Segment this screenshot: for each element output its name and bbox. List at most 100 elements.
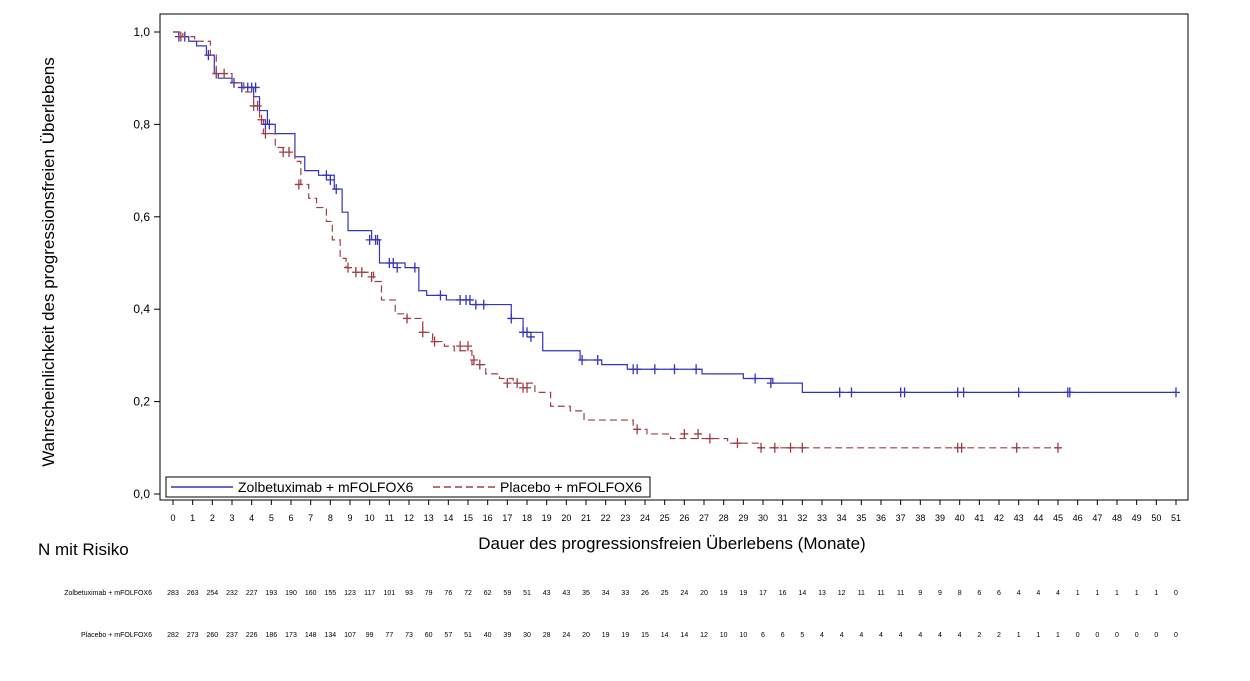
x-tick-label: 37	[896, 513, 906, 523]
risk-value: 14	[798, 590, 806, 597]
censor-mark	[367, 271, 376, 282]
x-tick-label: 1	[190, 513, 195, 523]
x-tick-label: 48	[1112, 513, 1122, 523]
x-axis: 0 1 2 3 4 5 6 7 8 9 10 11 12 13 14 15 16 17 18 19 20 21 22 23 24…	[170, 500, 1181, 523]
censor-mark	[670, 364, 679, 375]
x-tick-label: 49	[1132, 513, 1142, 523]
censor-mark	[503, 378, 512, 389]
censor-mark	[593, 355, 602, 366]
risk-value: 1	[1135, 590, 1139, 597]
risk-value: 11	[897, 590, 904, 597]
censor-mark	[251, 82, 260, 93]
risk-value: 51	[464, 632, 472, 639]
x-tick-label: 24	[640, 513, 650, 523]
risk-value: 107	[344, 632, 356, 639]
legend-label-placebo: Placebo + mFOLFOX6	[500, 479, 642, 495]
x-tick-label: 41	[974, 513, 984, 523]
risk-value: 155	[324, 590, 336, 597]
x-tick-label: 39	[935, 513, 945, 523]
censor-mark	[469, 355, 478, 366]
series-layer	[173, 31, 1180, 453]
risk-value: 17	[759, 590, 767, 597]
x-tick-label: 0	[170, 513, 175, 523]
risk-value: 76	[444, 590, 452, 597]
x-tick-label: 17	[502, 513, 512, 523]
censor-mark	[523, 382, 531, 393]
censor-mark	[507, 313, 516, 324]
censor-mark	[705, 433, 714, 444]
censor-mark	[680, 428, 689, 439]
x-tick-label: 34	[837, 513, 847, 523]
risk-value: 134	[324, 632, 336, 639]
risk-value: 4	[1036, 590, 1040, 597]
risk-value: 26	[641, 590, 649, 597]
risk-value: 0	[1174, 590, 1178, 597]
x-tick-label: 30	[758, 513, 768, 523]
y-tick-label: 0,6	[133, 210, 150, 224]
x-tick-label: 13	[424, 513, 434, 523]
x-tick-label: 42	[994, 513, 1004, 523]
censor-mark	[513, 378, 522, 389]
risk-value: 77	[385, 632, 393, 639]
x-tick-label: 50	[1151, 513, 1161, 523]
censor-mark	[1065, 387, 1074, 398]
censor-mark	[692, 364, 701, 375]
risk-value: 59	[503, 590, 511, 597]
censor-mark	[410, 262, 419, 273]
censor-mark	[900, 387, 909, 398]
risk-value: 14	[680, 632, 688, 639]
censor-mark	[456, 341, 465, 352]
risk-value: 1	[1076, 590, 1080, 597]
censor-mark	[1014, 387, 1023, 398]
x-tick-label: 18	[522, 513, 532, 523]
y-tick-label: 0,2	[133, 395, 150, 409]
risk-value: 34	[602, 590, 610, 597]
risk-row-label-placebo: Placebo + mFOLFOX6	[81, 632, 152, 639]
censor-mark	[798, 442, 807, 453]
x-tick-label: 15	[463, 513, 473, 523]
risk-value: 173	[285, 632, 297, 639]
censor-mark	[357, 267, 366, 278]
censor-mark	[751, 373, 760, 384]
risk-value: 263	[187, 590, 199, 597]
censor-mark	[757, 442, 766, 453]
risk-value: 0	[1135, 632, 1139, 639]
risk-value: 1	[1036, 632, 1040, 639]
risk-value: 16	[779, 590, 787, 597]
censor-mark	[847, 387, 856, 398]
risk-value: 0	[1174, 632, 1178, 639]
x-tick-label: 35	[856, 513, 866, 523]
risk-value: 101	[383, 590, 395, 597]
x-tick-label: 11	[385, 513, 394, 523]
risk-value: 2	[977, 632, 981, 639]
x-tick-label: 31	[778, 513, 788, 523]
censor-mark	[253, 100, 262, 111]
legend-box	[165, 476, 651, 498]
risk-value: 60	[425, 632, 433, 639]
risk-value: 13	[818, 590, 826, 597]
risk-value: 4	[899, 632, 903, 639]
risk-value: 43	[543, 590, 551, 597]
x-tick-label: 8	[328, 513, 333, 523]
x-tick-label: 36	[876, 513, 886, 523]
risk-value: 8	[958, 590, 962, 597]
risk-value: 12	[700, 632, 708, 639]
risk-value: 5	[800, 632, 804, 639]
risk-value: 260	[206, 632, 218, 639]
risk-value: 0	[1095, 632, 1099, 639]
risk-value: 6	[977, 590, 981, 597]
risk-value: 1	[1017, 632, 1021, 639]
censor-mark	[176, 31, 185, 42]
censor-mark	[766, 378, 775, 389]
censor-mark	[578, 355, 587, 366]
censor-mark	[403, 313, 412, 324]
legend-label-zolbetuximab: Zolbetuximab + mFOLFOX6	[238, 479, 414, 495]
x-tick-label: 6	[288, 513, 293, 523]
risk-value: 9	[938, 590, 942, 597]
risk-value: 232	[226, 590, 238, 597]
risk-value: 254	[206, 590, 218, 597]
risk-value: 19	[621, 632, 629, 639]
risk-value: 73	[405, 632, 413, 639]
censor-mark	[322, 170, 331, 181]
x-tick-label: 25	[660, 513, 670, 523]
